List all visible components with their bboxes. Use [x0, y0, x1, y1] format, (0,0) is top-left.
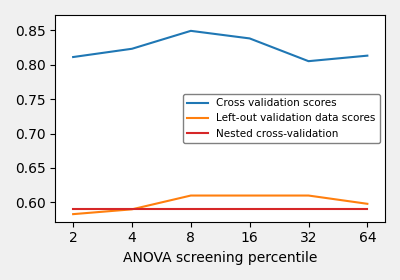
- Line: Cross validation scores: Cross validation scores: [73, 31, 367, 61]
- Cross validation scores: [247, 37, 252, 40]
- Left-out validation data scores: [71, 213, 76, 216]
- Nested cross-validation: [130, 208, 134, 211]
- Cross validation scores: [188, 29, 193, 32]
- Legend: Cross validation scores, Left-out validation data scores, Nested cross-validatio: Cross validation scores, Left-out valida…: [183, 94, 380, 143]
- Nested cross-validation: [71, 208, 76, 211]
- Left-out validation data scores: [130, 208, 134, 211]
- Nested cross-validation: [247, 208, 252, 211]
- Cross validation scores: [365, 54, 370, 57]
- Cross validation scores: [130, 47, 134, 50]
- Left-out validation data scores: [306, 194, 311, 197]
- Nested cross-validation: [365, 208, 370, 211]
- Left-out validation data scores: [365, 202, 370, 206]
- Left-out validation data scores: [188, 194, 193, 197]
- Nested cross-validation: [188, 208, 193, 211]
- Cross validation scores: [306, 59, 311, 63]
- Nested cross-validation: [306, 208, 311, 211]
- Cross validation scores: [71, 55, 76, 59]
- Left-out validation data scores: [247, 194, 252, 197]
- Line: Left-out validation data scores: Left-out validation data scores: [73, 195, 367, 214]
- X-axis label: ANOVA screening percentile: ANOVA screening percentile: [123, 251, 318, 265]
